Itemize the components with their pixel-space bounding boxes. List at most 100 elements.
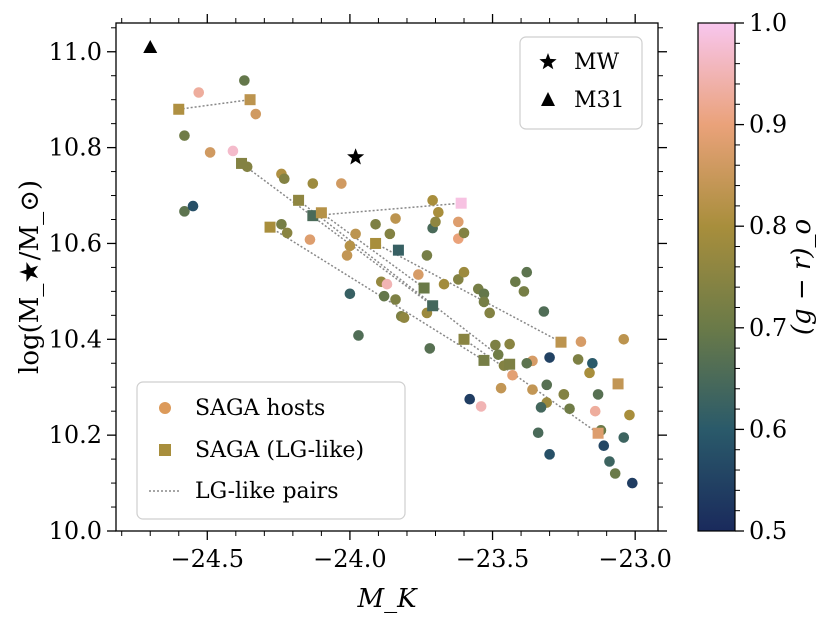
lg-like-point: [173, 104, 184, 115]
host-point: [379, 291, 390, 302]
lg-like-point: [393, 245, 404, 256]
host-point: [576, 336, 587, 347]
host-point: [279, 173, 290, 184]
host-point: [308, 178, 319, 189]
lg-like-point: [265, 222, 276, 233]
lg-like-point: [370, 238, 381, 249]
colorbar-tick-label: 1.0: [749, 9, 787, 37]
host-point: [345, 288, 356, 299]
y-tick-label: 10.2: [49, 421, 102, 449]
x-tick-label: −23.0: [598, 545, 672, 573]
host-point: [627, 478, 638, 489]
host-point: [427, 195, 438, 206]
colorbar-ticks: 0.5 0.6 0.7 0.8 0.9 1.0: [735, 9, 787, 545]
y-tick-label: 10.0: [49, 517, 102, 545]
host-point: [519, 286, 530, 297]
host-point: [422, 250, 433, 261]
lg-like-point: [556, 337, 567, 348]
host-point: [496, 383, 507, 394]
host-point: [179, 130, 190, 141]
mw-star-marker: [347, 148, 364, 164]
host-point: [610, 468, 621, 479]
host-point: [479, 297, 490, 308]
series-legend: SAGA hosts SAGA (LG-like) LG-like pairs: [137, 382, 405, 519]
host-point: [390, 213, 401, 224]
host-point: [584, 368, 595, 379]
host-point: [541, 380, 552, 391]
pair-line: [376, 243, 561, 342]
lg-like-point: [504, 359, 515, 370]
m31-triangle-marker: [143, 40, 157, 53]
legend-lg-label: SAGA (LG-like): [195, 438, 364, 463]
host-point: [544, 352, 555, 363]
host-point: [527, 384, 538, 395]
x-tick-label: −24.0: [313, 545, 387, 573]
host-point: [604, 456, 615, 467]
lg-like-point: [456, 198, 467, 209]
host-point: [345, 241, 356, 252]
host-point: [336, 178, 347, 189]
host-point: [618, 334, 629, 345]
lg-like-point: [236, 158, 247, 169]
colorbar-tick-label: 0.5: [749, 517, 787, 545]
host-point: [228, 146, 239, 157]
lg-like-point: [419, 283, 430, 294]
legend-host-marker-icon: [159, 402, 171, 414]
y-tick-label: 10.4: [49, 325, 102, 353]
pair-line: [299, 200, 510, 364]
host-point: [624, 410, 635, 421]
lg-like-point: [459, 334, 470, 345]
host-point: [510, 276, 521, 287]
host-point: [239, 75, 250, 86]
host-point: [533, 427, 544, 438]
host-point: [539, 306, 550, 317]
host-point: [504, 339, 515, 350]
y-axis-label: log(M_★/M_⊙): [15, 180, 45, 374]
host-point: [521, 267, 532, 278]
host-point: [205, 147, 216, 158]
host-point: [599, 440, 610, 451]
host-point: [305, 234, 316, 245]
lg-like-point: [245, 94, 256, 105]
host-point: [536, 402, 547, 413]
host-point: [188, 201, 199, 212]
x-axis-label: M_K: [356, 584, 418, 614]
host-point: [590, 406, 601, 417]
colorbar-label: (g − r)_o: [787, 219, 817, 335]
host-point: [521, 358, 532, 369]
host-point: [476, 401, 487, 412]
x-tick-label: −24.5: [171, 545, 245, 573]
colorbar: [698, 23, 735, 531]
y-tick-label: 10.8: [49, 134, 102, 162]
lg-like-point: [478, 355, 489, 366]
host-point: [276, 219, 287, 230]
host-point: [573, 354, 584, 365]
host-point: [493, 349, 504, 360]
lg-like-point: [293, 195, 304, 206]
colorbar-tick-label: 0.8: [749, 212, 787, 240]
x-tick-label: −23.5: [456, 545, 530, 573]
host-point: [424, 343, 435, 354]
host-point: [350, 229, 361, 240]
host-point: [593, 389, 604, 400]
lg-like-point: [427, 300, 438, 311]
host-point: [433, 207, 444, 218]
lg-like-point: [593, 428, 604, 439]
host-point: [430, 217, 441, 228]
legend-lg-marker-icon: [159, 444, 171, 456]
host-point: [250, 109, 261, 120]
colorbar-tick-label: 0.7: [749, 314, 787, 342]
legend-pairs-label: LG-like pairs: [195, 479, 338, 504]
host-point: [507, 370, 518, 381]
host-point: [382, 279, 393, 290]
lg-like-point: [613, 378, 624, 389]
host-point: [484, 308, 495, 319]
host-point: [559, 389, 570, 400]
host-point: [439, 279, 450, 290]
legend-m31-label: M31: [574, 88, 625, 113]
y-tick-label: 10.6: [49, 229, 102, 257]
host-point: [464, 394, 475, 405]
reference-legend: MW M31: [520, 37, 642, 129]
host-point: [370, 219, 381, 230]
host-point: [564, 403, 575, 414]
